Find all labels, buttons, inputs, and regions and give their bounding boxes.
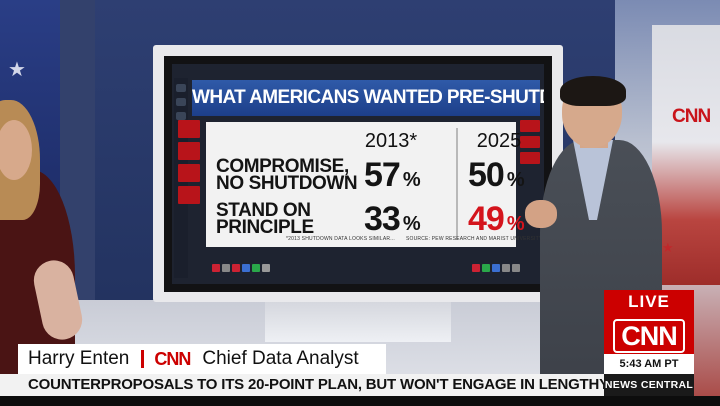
show-name: NEWS CENTRAL <box>604 374 694 396</box>
nameplate-separator <box>141 350 145 368</box>
monitor-stand <box>265 302 451 342</box>
ticker-bottom-bar <box>0 396 720 406</box>
column-header-2025: 2025 <box>476 130 522 152</box>
lower-third-nameplate: Harry Enten CNN Chief Data Analyst <box>18 344 386 374</box>
graphic-left-sidebar <box>178 120 200 230</box>
row-label-compromise: COMPROMISE, NO SHUTDOWN <box>216 156 358 194</box>
nameplate-network-logo: CNN <box>154 348 191 369</box>
value-compromise-2013: 57% <box>364 156 421 194</box>
background-right-panel <box>652 25 720 285</box>
graphic-footnote: *2013 SHUTDOWN DATA LOOKS SIMILAR... <box>286 236 395 242</box>
graphic-color-swatches-left <box>212 264 270 272</box>
live-badge: LIVE <box>604 290 694 314</box>
row-label-stand-on-principle: STAND ON PRINCIPLE <box>216 200 314 238</box>
cnn-logo: CNN <box>613 319 685 353</box>
value-compromise-2025: 50% <box>468 156 525 194</box>
star-icon: ★ <box>8 59 26 81</box>
star-icon: ★ <box>662 240 674 255</box>
news-ticker: COUNTERPROPOSALS TO ITS 20-POINT PLAN, B… <box>0 374 608 396</box>
graphic-data-card: 2013* 2025 COMPROMISE, NO SHUTDOWN 57% 5… <box>206 122 542 247</box>
presenter-title: Chief Data Analyst <box>202 348 359 369</box>
graphic-right-sidebar <box>520 120 540 180</box>
graphic-title: WHAT AMERICANS WANTED PRE-SHUTDOWN <box>192 80 544 116</box>
presenter-name: Harry Enten <box>28 348 130 369</box>
man-hand <box>525 200 557 228</box>
man-hair <box>560 76 626 106</box>
column-divider <box>456 128 458 240</box>
column-header-2013: 2013* <box>364 130 418 152</box>
graphic-color-swatches-right <box>472 264 520 272</box>
time-display: 5:43 AM PT <box>604 354 694 374</box>
cnn-logo-bug: CNN <box>604 314 694 354</box>
value-principle-2025: 49% <box>468 200 525 238</box>
wall-cnn-logo: CNN <box>672 106 711 127</box>
value-principle-2013: 33% <box>364 200 421 238</box>
graphic-source: SOURCE: PEW RESEARCH AND MARIST UNIVERSI… <box>406 236 543 242</box>
monitor-screen-graphic: WHAT AMERICANS WANTED PRE-SHUTDOWN 2013*… <box>172 64 544 284</box>
ticker-text: COUNTERPROPOSALS TO ITS 20-POINT PLAN, B… <box>28 376 608 393</box>
woman-face <box>0 120 32 180</box>
